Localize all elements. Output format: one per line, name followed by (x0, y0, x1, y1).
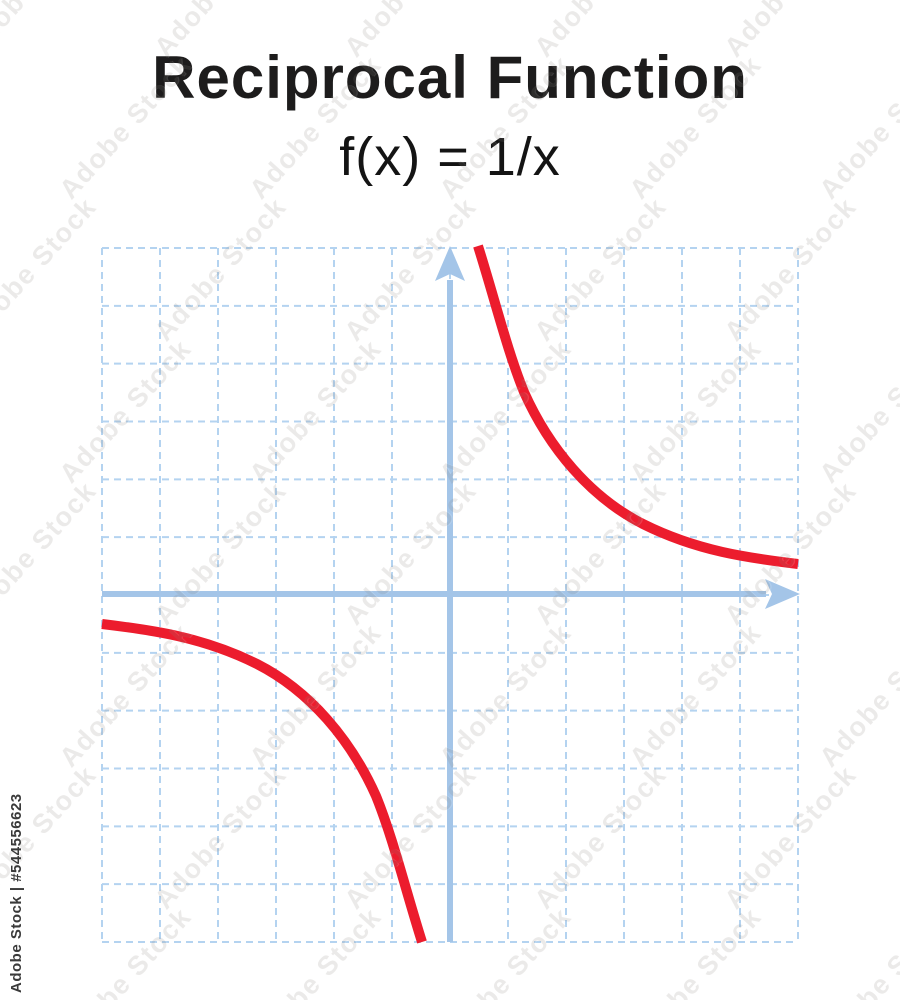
stock-attribution: Adobe Stock | #544556623 (8, 793, 25, 993)
curve-branch-quadrant-3 (101, 619, 427, 944)
reciprocal-curve (101, 244, 799, 944)
axes (102, 246, 800, 942)
formula-subtitle: f(x) = 1/x (339, 127, 561, 187)
x-axis-arrow-icon (765, 579, 800, 609)
y-axis-arrow-icon (435, 246, 465, 281)
curve-branch-quadrant-1 (473, 244, 799, 569)
page-title: Reciprocal Function (152, 44, 748, 111)
